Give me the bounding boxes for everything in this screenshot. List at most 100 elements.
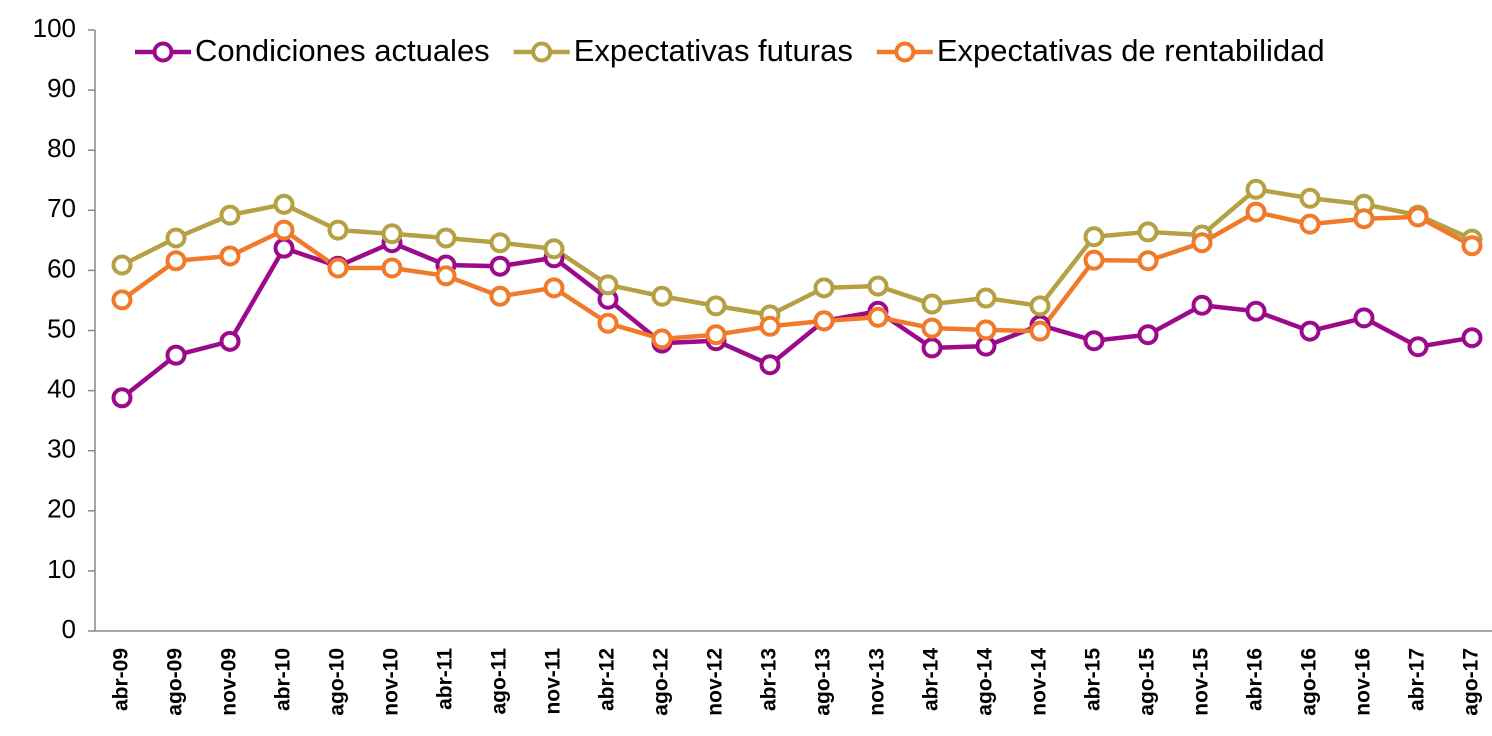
- y-tick-label: 100: [33, 13, 76, 43]
- marker: [975, 287, 997, 309]
- marker: [1191, 232, 1213, 254]
- legend-label: Condiciones actuales: [195, 33, 490, 68]
- marker: [759, 315, 781, 337]
- x-tick-label: ago-09: [164, 648, 187, 716]
- marker: [975, 319, 997, 341]
- marker: [435, 265, 457, 287]
- x-tick-label: nov-11: [542, 648, 565, 715]
- y-tick-label: 50: [47, 313, 76, 343]
- marker: [111, 387, 133, 409]
- x-tick-label: abr-13: [758, 648, 781, 711]
- legend-label: Expectativas futuras: [574, 33, 853, 68]
- marker: [1245, 178, 1267, 200]
- y-tick-label: 10: [47, 554, 76, 584]
- x-tick-label: nov-12: [704, 648, 727, 716]
- x-tick-label: nov-14: [1028, 648, 1051, 716]
- marker: [165, 227, 187, 249]
- marker: [705, 324, 727, 346]
- legend-marker: [894, 41, 916, 63]
- marker: [867, 275, 889, 297]
- marker: [651, 328, 673, 350]
- x-tick-label: abr-10: [272, 648, 295, 711]
- marker: [219, 245, 241, 267]
- legend-marker: [152, 41, 174, 63]
- marker: [327, 219, 349, 241]
- x-tick-label: abr-09: [110, 648, 133, 711]
- x-tick-label: ago-17: [1460, 648, 1483, 716]
- marker: [1029, 320, 1051, 342]
- x-tick-label: nov-09: [218, 648, 241, 716]
- x-tick-label: ago-10: [326, 648, 349, 716]
- y-tick-label: 0: [62, 614, 76, 644]
- x-tick-label: nov-16: [1352, 648, 1375, 716]
- legend-marker: [531, 41, 553, 63]
- x-tick-label: ago-15: [1136, 648, 1159, 716]
- marker: [1083, 330, 1105, 352]
- x-tick-label: nov-15: [1190, 648, 1213, 716]
- marker: [597, 312, 619, 334]
- marker: [111, 289, 133, 311]
- marker: [1299, 320, 1321, 342]
- marker: [597, 274, 619, 296]
- marker: [1407, 206, 1429, 228]
- marker: [651, 285, 673, 307]
- marker: [1299, 213, 1321, 235]
- marker: [1137, 221, 1159, 243]
- x-tick-label: abr-14: [920, 648, 943, 711]
- x-tick-label: abr-16: [1244, 648, 1267, 711]
- y-tick-label: 30: [47, 434, 76, 464]
- marker: [219, 330, 241, 352]
- x-tick-label: ago-12: [650, 648, 673, 716]
- marker: [1353, 307, 1375, 329]
- marker: [1137, 250, 1159, 272]
- marker: [273, 193, 295, 215]
- marker: [1245, 201, 1267, 223]
- marker: [327, 257, 349, 279]
- marker: [489, 232, 511, 254]
- marker: [489, 285, 511, 307]
- marker: [273, 219, 295, 241]
- marker: [1137, 324, 1159, 346]
- marker: [219, 204, 241, 226]
- marker: [705, 295, 727, 317]
- y-tick-label: 40: [47, 373, 76, 403]
- marker: [489, 255, 511, 277]
- marker: [381, 223, 403, 245]
- x-tick-label: nov-10: [380, 648, 403, 716]
- marker: [165, 344, 187, 366]
- marker: [921, 293, 943, 315]
- x-tick-label: ago-16: [1298, 648, 1321, 716]
- marker: [1029, 295, 1051, 317]
- marker: [1407, 336, 1429, 358]
- legend-label: Expectativas de rentabilidad: [937, 33, 1325, 68]
- x-tick-label: abr-11: [434, 648, 457, 710]
- x-tick-label: abr-12: [596, 648, 619, 711]
- marker: [1245, 300, 1267, 322]
- marker: [1461, 327, 1483, 349]
- y-tick-label: 70: [47, 193, 76, 223]
- marker: [813, 277, 835, 299]
- marker: [921, 317, 943, 339]
- x-tick-label: ago-13: [812, 648, 835, 716]
- x-tick-label: ago-14: [974, 648, 997, 716]
- marker: [921, 337, 943, 359]
- marker: [813, 310, 835, 332]
- marker: [381, 257, 403, 279]
- x-tick-label: abr-17: [1406, 648, 1429, 711]
- y-tick-label: 20: [47, 494, 76, 524]
- marker: [111, 254, 133, 276]
- x-tick-label: nov-13: [866, 648, 889, 716]
- marker: [1083, 226, 1105, 248]
- marker: [1353, 208, 1375, 230]
- marker: [165, 250, 187, 272]
- marker: [1083, 249, 1105, 271]
- marker: [1299, 187, 1321, 209]
- y-tick-label: 80: [47, 133, 76, 163]
- marker: [1461, 235, 1483, 257]
- marker: [273, 237, 295, 259]
- y-tick-label: 60: [47, 253, 76, 283]
- x-tick-label: abr-15: [1082, 648, 1105, 711]
- marker: [759, 354, 781, 376]
- marker: [543, 277, 565, 299]
